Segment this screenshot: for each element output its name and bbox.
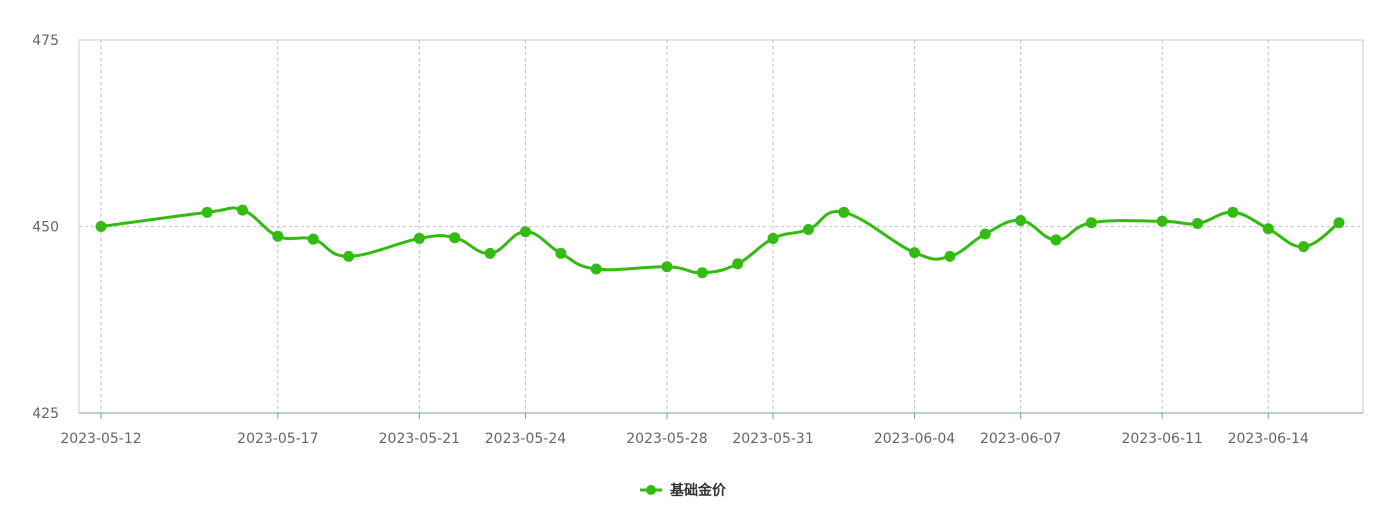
data-point[interactable] [95,221,107,232]
data-point[interactable] [696,267,708,279]
series-layer [95,204,1345,279]
data-point[interactable] [838,206,850,218]
x-tick-label: 2023-06-07 [980,431,1061,447]
x-tick-label: 2023-06-04 [874,431,955,447]
legend-dot-marker [646,485,656,495]
data-point[interactable] [979,228,991,240]
data-point[interactable] [1015,215,1027,227]
data-point[interactable] [413,232,425,244]
x-tick-label: 2023-05-12 [60,431,141,447]
x-tick-label: 2023-05-21 [379,431,460,447]
data-point[interactable] [1050,234,1062,246]
series-line [99,206,1341,275]
data-point[interactable] [555,247,567,259]
data-point[interactable] [802,223,814,235]
x-tick-label: 2023-05-28 [626,431,707,447]
data-point[interactable] [944,250,956,262]
data-point[interactable] [1298,241,1310,253]
data-point[interactable] [519,226,531,238]
x-tick-label: 2023-05-24 [485,431,566,447]
data-point[interactable] [1156,215,1168,227]
data-point[interactable] [449,232,461,244]
data-point[interactable] [661,261,673,273]
y-tick-label: 475 [32,33,59,49]
data-point[interactable] [1333,217,1345,229]
x-tick-label: 2023-06-11 [1121,431,1202,447]
data-point[interactable] [343,250,355,262]
data-point[interactable] [307,233,319,245]
x-tick-label: 2023-05-17 [237,431,318,447]
y-tick-label: 450 [32,220,59,236]
data-point[interactable] [1227,206,1239,218]
data-point[interactable] [272,230,284,242]
y-axis-tick-labels: 425 450 475 [32,33,59,422]
legend-series-name: 基础金价 [670,482,727,499]
data-point[interactable] [1262,223,1274,235]
grid-lines [79,40,1363,413]
data-point[interactable] [1192,218,1204,230]
data-point[interactable] [484,247,496,259]
data-point[interactable] [590,263,602,275]
legend[interactable]: 基础金价 [640,482,727,499]
data-point[interactable] [909,247,921,259]
y-tick-label: 425 [32,406,59,422]
x-tick-label: 2023-06-14 [1228,431,1309,447]
x-tick-label: 2023-05-31 [732,431,813,447]
data-point[interactable] [732,258,744,270]
data-point[interactable] [201,206,213,218]
data-point[interactable] [236,204,248,216]
data-point[interactable] [1085,217,1097,229]
x-axis-tick-labels: 2023-05-12 2023-05-17 2023-05-21 2023-05-24… [60,431,1309,447]
axes [78,39,1364,419]
data-point[interactable] [767,232,779,244]
